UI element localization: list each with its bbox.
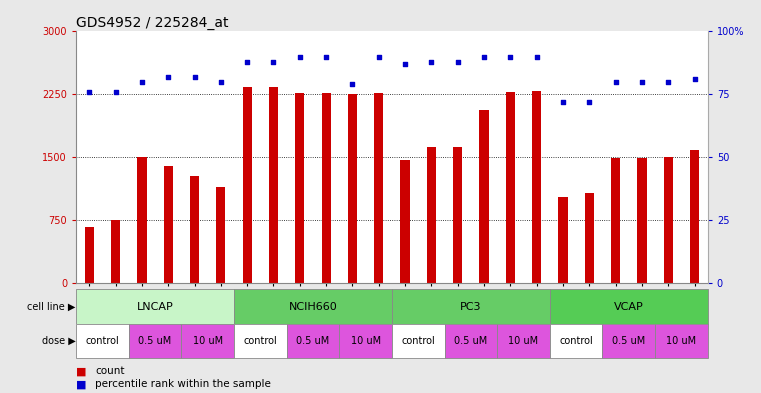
Bar: [164, 166, 173, 283]
Bar: [400, 160, 409, 283]
Point: [583, 99, 595, 105]
Bar: [111, 220, 120, 283]
Bar: [506, 92, 515, 283]
Bar: [664, 157, 673, 283]
Point: [425, 59, 438, 65]
Bar: [76, 324, 129, 358]
Text: control: control: [85, 336, 119, 346]
Point: [610, 79, 622, 85]
Point: [294, 53, 306, 60]
Bar: [584, 193, 594, 283]
Point: [189, 73, 201, 80]
Text: control: control: [401, 336, 435, 346]
Point: [267, 59, 279, 65]
Point: [689, 76, 701, 83]
Bar: [181, 324, 234, 358]
Bar: [287, 324, 339, 358]
Point: [399, 61, 411, 67]
Bar: [190, 176, 199, 283]
Point: [530, 53, 543, 60]
Bar: [392, 324, 444, 358]
Text: PC3: PC3: [460, 301, 482, 312]
Point: [557, 99, 569, 105]
Bar: [129, 324, 181, 358]
Text: LNCAP: LNCAP: [137, 301, 174, 312]
Bar: [479, 110, 489, 283]
Text: 10 uM: 10 uM: [193, 336, 223, 346]
Text: 0.5 uM: 0.5 uM: [139, 336, 172, 346]
Point: [241, 59, 253, 65]
Point: [215, 79, 227, 85]
Bar: [453, 147, 463, 283]
Bar: [549, 324, 603, 358]
Text: ■: ■: [76, 379, 87, 389]
Point: [320, 53, 333, 60]
Bar: [234, 324, 287, 358]
Bar: [216, 187, 225, 283]
Bar: [84, 227, 94, 283]
Point: [135, 79, 148, 85]
Bar: [243, 87, 252, 283]
Bar: [532, 91, 541, 283]
Text: 10 uM: 10 uM: [667, 336, 696, 346]
Bar: [427, 147, 436, 283]
Text: cell line ▶: cell line ▶: [27, 301, 75, 312]
Text: 10 uM: 10 uM: [508, 336, 539, 346]
Bar: [234, 289, 392, 324]
Bar: [76, 289, 234, 324]
Bar: [549, 289, 708, 324]
Point: [451, 59, 463, 65]
Bar: [611, 158, 620, 283]
Bar: [637, 158, 647, 283]
Point: [110, 89, 122, 95]
Bar: [137, 157, 147, 283]
Point: [162, 73, 174, 80]
Bar: [559, 196, 568, 283]
Bar: [269, 87, 278, 283]
Text: dose ▶: dose ▶: [42, 336, 75, 346]
Text: 0.5 uM: 0.5 uM: [454, 336, 488, 346]
Text: percentile rank within the sample: percentile rank within the sample: [95, 379, 271, 389]
Point: [373, 53, 385, 60]
Text: 10 uM: 10 uM: [351, 336, 380, 346]
Bar: [392, 289, 549, 324]
Point: [505, 53, 517, 60]
Point: [662, 79, 674, 85]
Text: 0.5 uM: 0.5 uM: [612, 336, 645, 346]
Bar: [348, 94, 357, 283]
Bar: [655, 324, 708, 358]
Point: [478, 53, 490, 60]
Point: [346, 81, 358, 87]
Text: count: count: [95, 366, 125, 376]
Text: NCIH660: NCIH660: [288, 301, 337, 312]
Bar: [690, 151, 699, 283]
Text: VCAP: VCAP: [614, 301, 644, 312]
Text: GDS4952 / 225284_at: GDS4952 / 225284_at: [76, 17, 228, 30]
Bar: [444, 324, 497, 358]
Bar: [497, 324, 549, 358]
Text: control: control: [559, 336, 593, 346]
Bar: [321, 94, 331, 283]
Bar: [339, 324, 392, 358]
Text: ■: ■: [76, 366, 87, 376]
Bar: [295, 93, 304, 283]
Bar: [603, 324, 655, 358]
Text: control: control: [244, 336, 277, 346]
Point: [83, 89, 95, 95]
Point: [636, 79, 648, 85]
Text: 0.5 uM: 0.5 uM: [296, 336, 330, 346]
Bar: [374, 94, 384, 283]
